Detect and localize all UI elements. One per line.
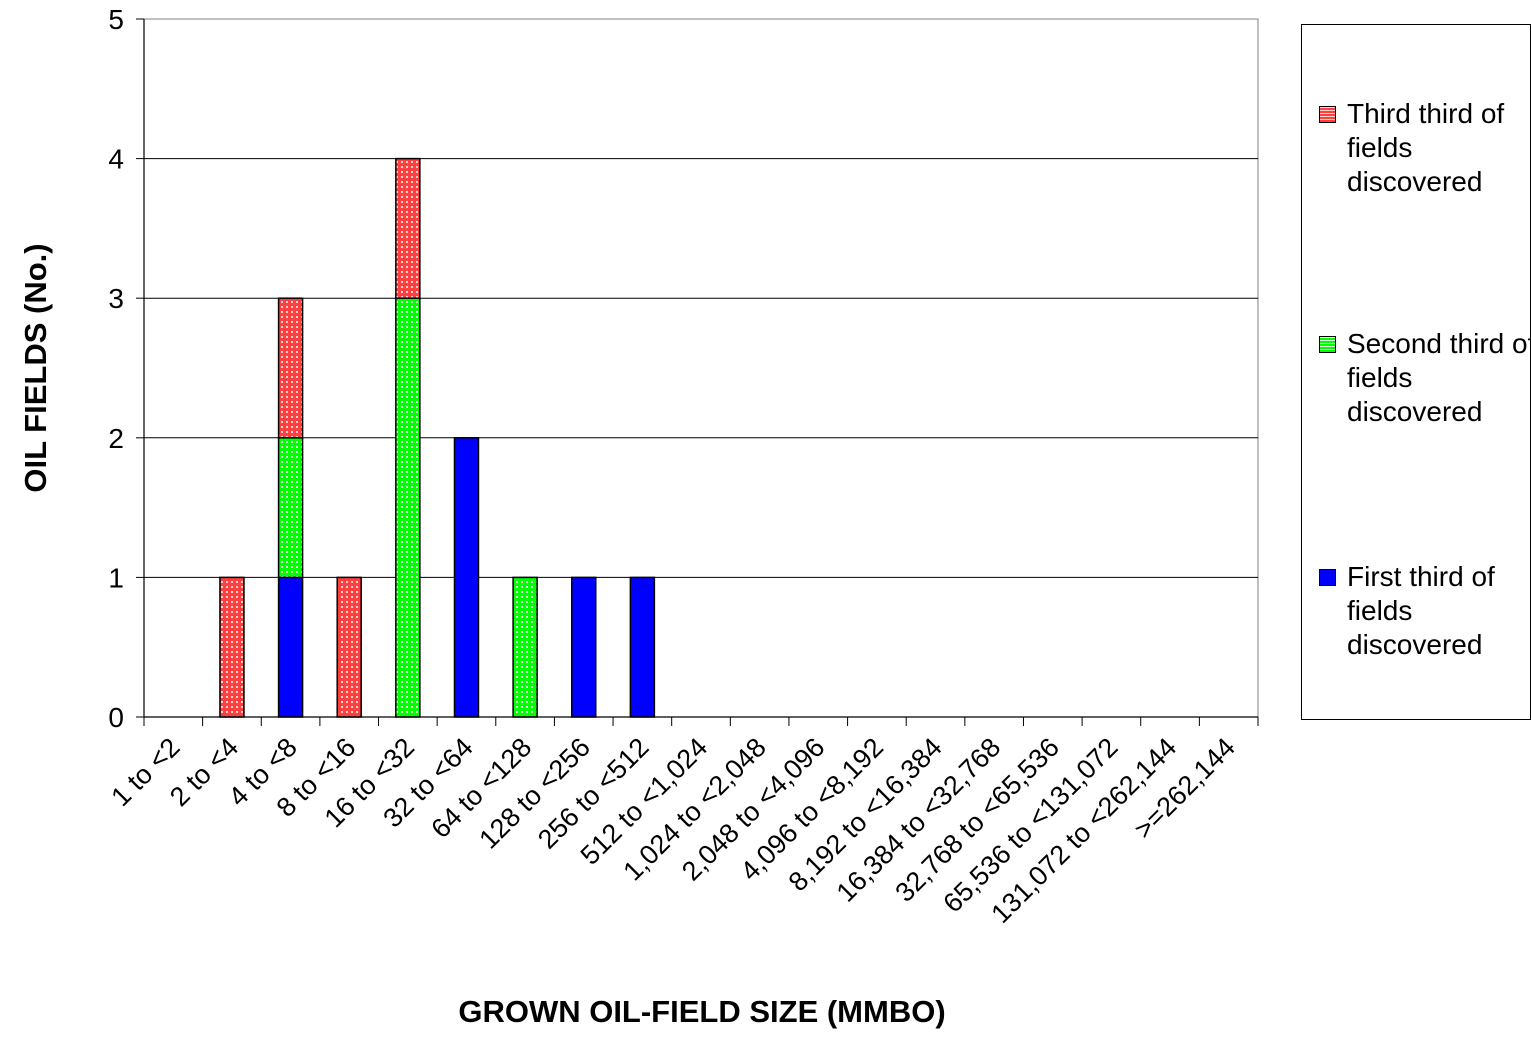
bar-third-third-of-fields-discovered-4 [395,157,421,299]
bar-second-third-of-fields-discovered-2 [277,437,304,579]
bar-first-third-of-fields-discovered-8 [629,576,656,718]
plot-frame [143,18,1259,718]
legend-swatch-second [1319,336,1336,353]
bar-first-third-of-fields-discovered-5 [453,437,480,718]
y-tick-label-1: 1 [108,562,124,593]
y-tick-label-5: 5 [108,4,124,35]
y-tick-label-0: 0 [108,702,124,733]
bar-first-third-of-fields-discovered-7 [570,576,597,718]
bar-second-third-of-fields-discovered-4 [395,297,421,718]
legend-swatch-third [1319,106,1336,123]
x-axis-title: GROWN OIL-FIELD SIZE (MMBO) [458,994,945,1029]
legend: Third third of fields discovered Second … [1301,24,1531,720]
bar-third-third-of-fields-discovered-3 [336,576,362,718]
legend-label-first: First third of fields discovered [1347,561,1495,660]
y-axis-title: OIL FIELDS (No.) [18,243,53,492]
bar-second-third-of-fields-discovered-6 [512,576,538,718]
legend-label-second: Second third of fields discovered [1347,328,1531,427]
bar-third-third-of-fields-discovered-1 [219,576,245,718]
y-tick-label-4: 4 [108,144,124,175]
legend-swatch-first [1319,569,1336,586]
y-tick-label-2: 2 [108,423,124,454]
y-tick-label-3: 3 [108,283,124,314]
bar-first-third-of-fields-discovered-2 [277,576,304,718]
legend-label-third: Third third of fields discovered [1347,98,1505,197]
bar-third-third-of-fields-discovered-2 [277,297,304,439]
